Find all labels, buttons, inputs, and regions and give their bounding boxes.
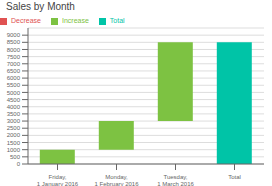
svg-text:6000: 6000 [8, 75, 21, 81]
svg-text:5000: 5000 [8, 90, 21, 96]
svg-text:9000: 9000 [8, 32, 21, 38]
svg-text:7500: 7500 [8, 54, 21, 60]
svg-text:5500: 5500 [8, 82, 21, 88]
svg-text:2000: 2000 [8, 132, 21, 138]
svg-text:4000: 4000 [8, 104, 21, 110]
svg-text:Total: Total [228, 174, 241, 180]
svg-text:0: 0 [17, 161, 21, 167]
svg-text:3000: 3000 [8, 118, 21, 124]
svg-text:2500: 2500 [8, 125, 21, 131]
svg-text:Tuesday,1 March 2016: Tuesday,1 March 2016 [157, 174, 194, 186]
svg-text:Monday,1 February 2016: Monday,1 February 2016 [94, 174, 139, 186]
html-text:Increase: Increase [62, 17, 89, 24]
html-text:Total: Total [109, 17, 125, 24]
svg-text:Friday,1 January 2016: Friday,1 January 2016 [37, 174, 79, 186]
svg-text:1000: 1000 [8, 147, 21, 153]
svg-text:3500: 3500 [8, 111, 21, 117]
svg-text:8000: 8000 [8, 47, 21, 53]
html-text:Sales by Month: Sales by Month [6, 1, 75, 12]
svg-text:500: 500 [10, 154, 21, 160]
svg-text:4500: 4500 [8, 97, 21, 103]
svg-text:6500: 6500 [8, 68, 21, 74]
html-text:Decrease: Decrease [11, 17, 41, 24]
svg-text:1500: 1500 [8, 140, 21, 146]
svg-text:8500: 8500 [8, 39, 21, 45]
svg-text:7000: 7000 [8, 61, 21, 67]
